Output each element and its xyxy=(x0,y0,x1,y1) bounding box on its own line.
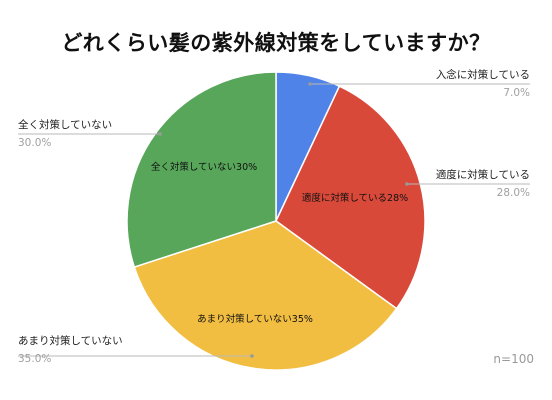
slice-label-1: 入念に対策している xyxy=(436,68,530,81)
sample-size-note: n=100 xyxy=(493,352,534,366)
pie-slice-4 xyxy=(126,71,277,268)
slice-inner-label-3: あまり対策していない35% xyxy=(197,313,313,325)
leader-dot-1 xyxy=(308,82,312,86)
slice-inner-label-2: 適度に対策している28% xyxy=(302,192,408,204)
leader-dot-3 xyxy=(250,354,254,358)
pie-slice-3 xyxy=(133,220,398,371)
slice-value-label-1: 7.0% xyxy=(503,87,530,99)
slice-value-label-2: 28.0% xyxy=(497,187,530,199)
leader-dot-2 xyxy=(405,182,409,186)
slice-value-label-4: 30.0% xyxy=(18,137,51,149)
slice-inner-label-4: 全く対策していない30% xyxy=(151,161,257,173)
chart-title: どれくらい髪の紫外線対策をしていますか？ xyxy=(61,31,491,55)
slice-value-label-3: 35.0% xyxy=(18,353,51,365)
slice-label-3: あまり対策していない xyxy=(18,334,123,347)
slice-label-2: 適度に対策している xyxy=(436,168,530,181)
slice-label-4: 全く対策していない xyxy=(18,118,112,131)
leader-dot-4 xyxy=(158,132,162,136)
